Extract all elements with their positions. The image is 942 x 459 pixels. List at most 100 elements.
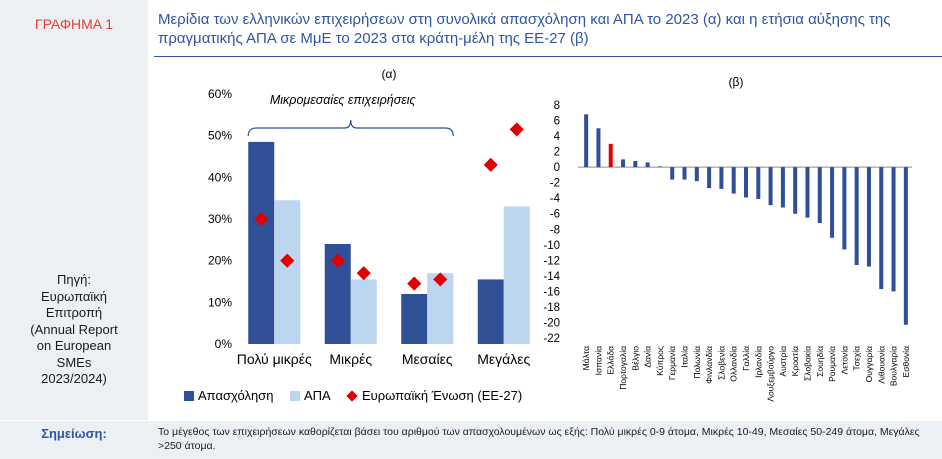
x-tick-label-b: Ελλάδα (606, 346, 616, 375)
x-tick-label-b: Πολωνία (692, 346, 702, 379)
x-tick-label-b: Ολλανδία (729, 346, 739, 382)
x-tick-label-b: Αυστρία (778, 346, 788, 377)
bar-country (744, 167, 748, 198)
bar-country (621, 159, 626, 168)
panel-label-a: (α) (382, 67, 397, 81)
y-tick-label-a: 0% (215, 337, 233, 351)
x-tick-label-a: Μικρές (329, 351, 372, 367)
y-tick-label-a: 40% (208, 170, 232, 184)
bar-country (719, 167, 724, 189)
bar-country (682, 167, 687, 180)
bar-country (694, 167, 699, 182)
legend-label-gva: ΑΠΑ (304, 388, 331, 403)
y-tick-label-b: 6 (554, 116, 560, 128)
bar-country (645, 162, 650, 168)
marker-eu (254, 211, 269, 227)
panel-label-b: (β) (729, 75, 744, 89)
left-panel (0, 0, 148, 420)
x-tick-label-b: Ιρλανδία (753, 346, 763, 378)
sme-brace (247, 119, 454, 137)
marker-eu (433, 272, 448, 287)
sme-annotation: Μικρομεσαίες επιχειρήσεις (270, 93, 417, 107)
x-tick-label-b: Τσεχία (852, 346, 862, 371)
bar-employment (248, 141, 275, 344)
marker-eu (407, 276, 422, 291)
y-tick-label-a: 60% (208, 87, 232, 101)
y-tick-label-a: 20% (208, 254, 232, 268)
x-tick-label-b: Φινλανδία (704, 346, 714, 384)
x-tick-label-b: Γαλλία (741, 346, 751, 371)
bar-gva (350, 279, 377, 344)
bar-country (793, 167, 798, 214)
y-tick-label-b: -22 (543, 333, 560, 345)
x-tick-label-b: Γερμανία (667, 346, 677, 380)
chart-b: (β)-22-20-18-16-14-12-10-8-6-4-202468Μάλ… (543, 75, 912, 402)
x-tick-label-b: Ιταλία (680, 346, 690, 368)
legend-swatch-eu (346, 390, 358, 402)
marker-eu (509, 122, 524, 137)
bar-country (731, 167, 736, 194)
note-band (0, 420, 942, 459)
bar-employment (477, 279, 504, 344)
x-tick-label-b: Ισπανία (593, 346, 603, 375)
y-tick-label-a: 30% (208, 212, 232, 226)
x-tick-label-b: Ουγγαρία (864, 346, 874, 382)
x-tick-label-b: Σλοβενία (716, 346, 726, 380)
source-text: Πηγή: Ευρωπαϊκή Επιτροπή (Annual Report … (30, 272, 118, 386)
charts-svg: (α) 0% 10% 20% 30% 40% 50% 60% Πολύ μικρές Μικρές… (184, 67, 912, 403)
bar-country (805, 167, 810, 218)
bar-country (817, 167, 822, 224)
x-tick-label-b: Κροατία (790, 346, 800, 376)
bar-country (633, 160, 638, 168)
bar-country (891, 167, 896, 292)
bar-country (780, 167, 785, 208)
y-tick-label-b: -12 (543, 255, 560, 267)
x-tick-label-a: Μεσαίες (402, 351, 453, 367)
x-tick-label-b: Λουξεμβούργο (766, 346, 776, 402)
y-tick-label-b: -16 (543, 286, 560, 298)
bar-gva (274, 200, 301, 344)
marker-eu (330, 253, 345, 268)
y-tick-label-b: -14 (543, 271, 560, 283)
bar-employment (401, 294, 428, 344)
chart-title: Μερίδια των ελληνικών επιχειρήσεων στη σ… (158, 11, 891, 47)
y-tick-label-b: 0 (554, 162, 560, 174)
y-tick-label-b: -4 (550, 193, 561, 205)
bar-country (584, 114, 589, 168)
bar-country (903, 167, 908, 325)
y-tick-label-b: -20 (543, 317, 560, 329)
legend-label-employment: Απασχόληση (198, 388, 273, 403)
legend-swatch-employment (184, 391, 194, 401)
y-tick-label-a: 50% (208, 129, 232, 143)
x-tick-label-b: Λιθουανία (876, 346, 886, 384)
bar-country (866, 167, 871, 267)
figure-label: ΓΡΑΦΗΜΑ 1 (34, 16, 114, 32)
marker-eu (280, 253, 295, 268)
x-tick-label-b: Μάλτα (581, 346, 591, 370)
y-tick-label-b: 4 (554, 131, 561, 143)
bar-country (608, 143, 613, 168)
bar-country (768, 167, 773, 206)
x-tick-label-b: Πορτογαλία (618, 346, 628, 390)
bar-gva (503, 206, 530, 344)
y-tick-label-a: 10% (208, 295, 232, 309)
bar-country (707, 167, 712, 189)
x-tick-label-b: Κύπρος (655, 346, 665, 376)
bar-country (879, 167, 884, 290)
x-tick-label-b: Δανία (643, 346, 653, 368)
y-tick-label-b: -2 (550, 178, 560, 190)
x-tick-label-b: Σλοβακία (802, 346, 812, 381)
x-tick-label-b: Βουλγαρία (889, 346, 899, 386)
y-tick-label-b: -18 (543, 302, 560, 314)
y-tick-label-b: 2 (554, 147, 560, 159)
bar-country (670, 167, 675, 180)
note-label: Σημείωση: (41, 426, 107, 441)
legend-swatch-gva (290, 391, 300, 401)
note-text: Το μέγεθος των επιχειρήσεων καθορίζεται … (158, 426, 920, 452)
bar-country (842, 167, 847, 250)
bar-country (596, 128, 601, 168)
bar-country (854, 167, 859, 265)
x-tick-label-b: Λετονία (839, 346, 849, 375)
bar-country (756, 167, 761, 199)
x-tick-label-b: Εσθονία (901, 346, 911, 378)
